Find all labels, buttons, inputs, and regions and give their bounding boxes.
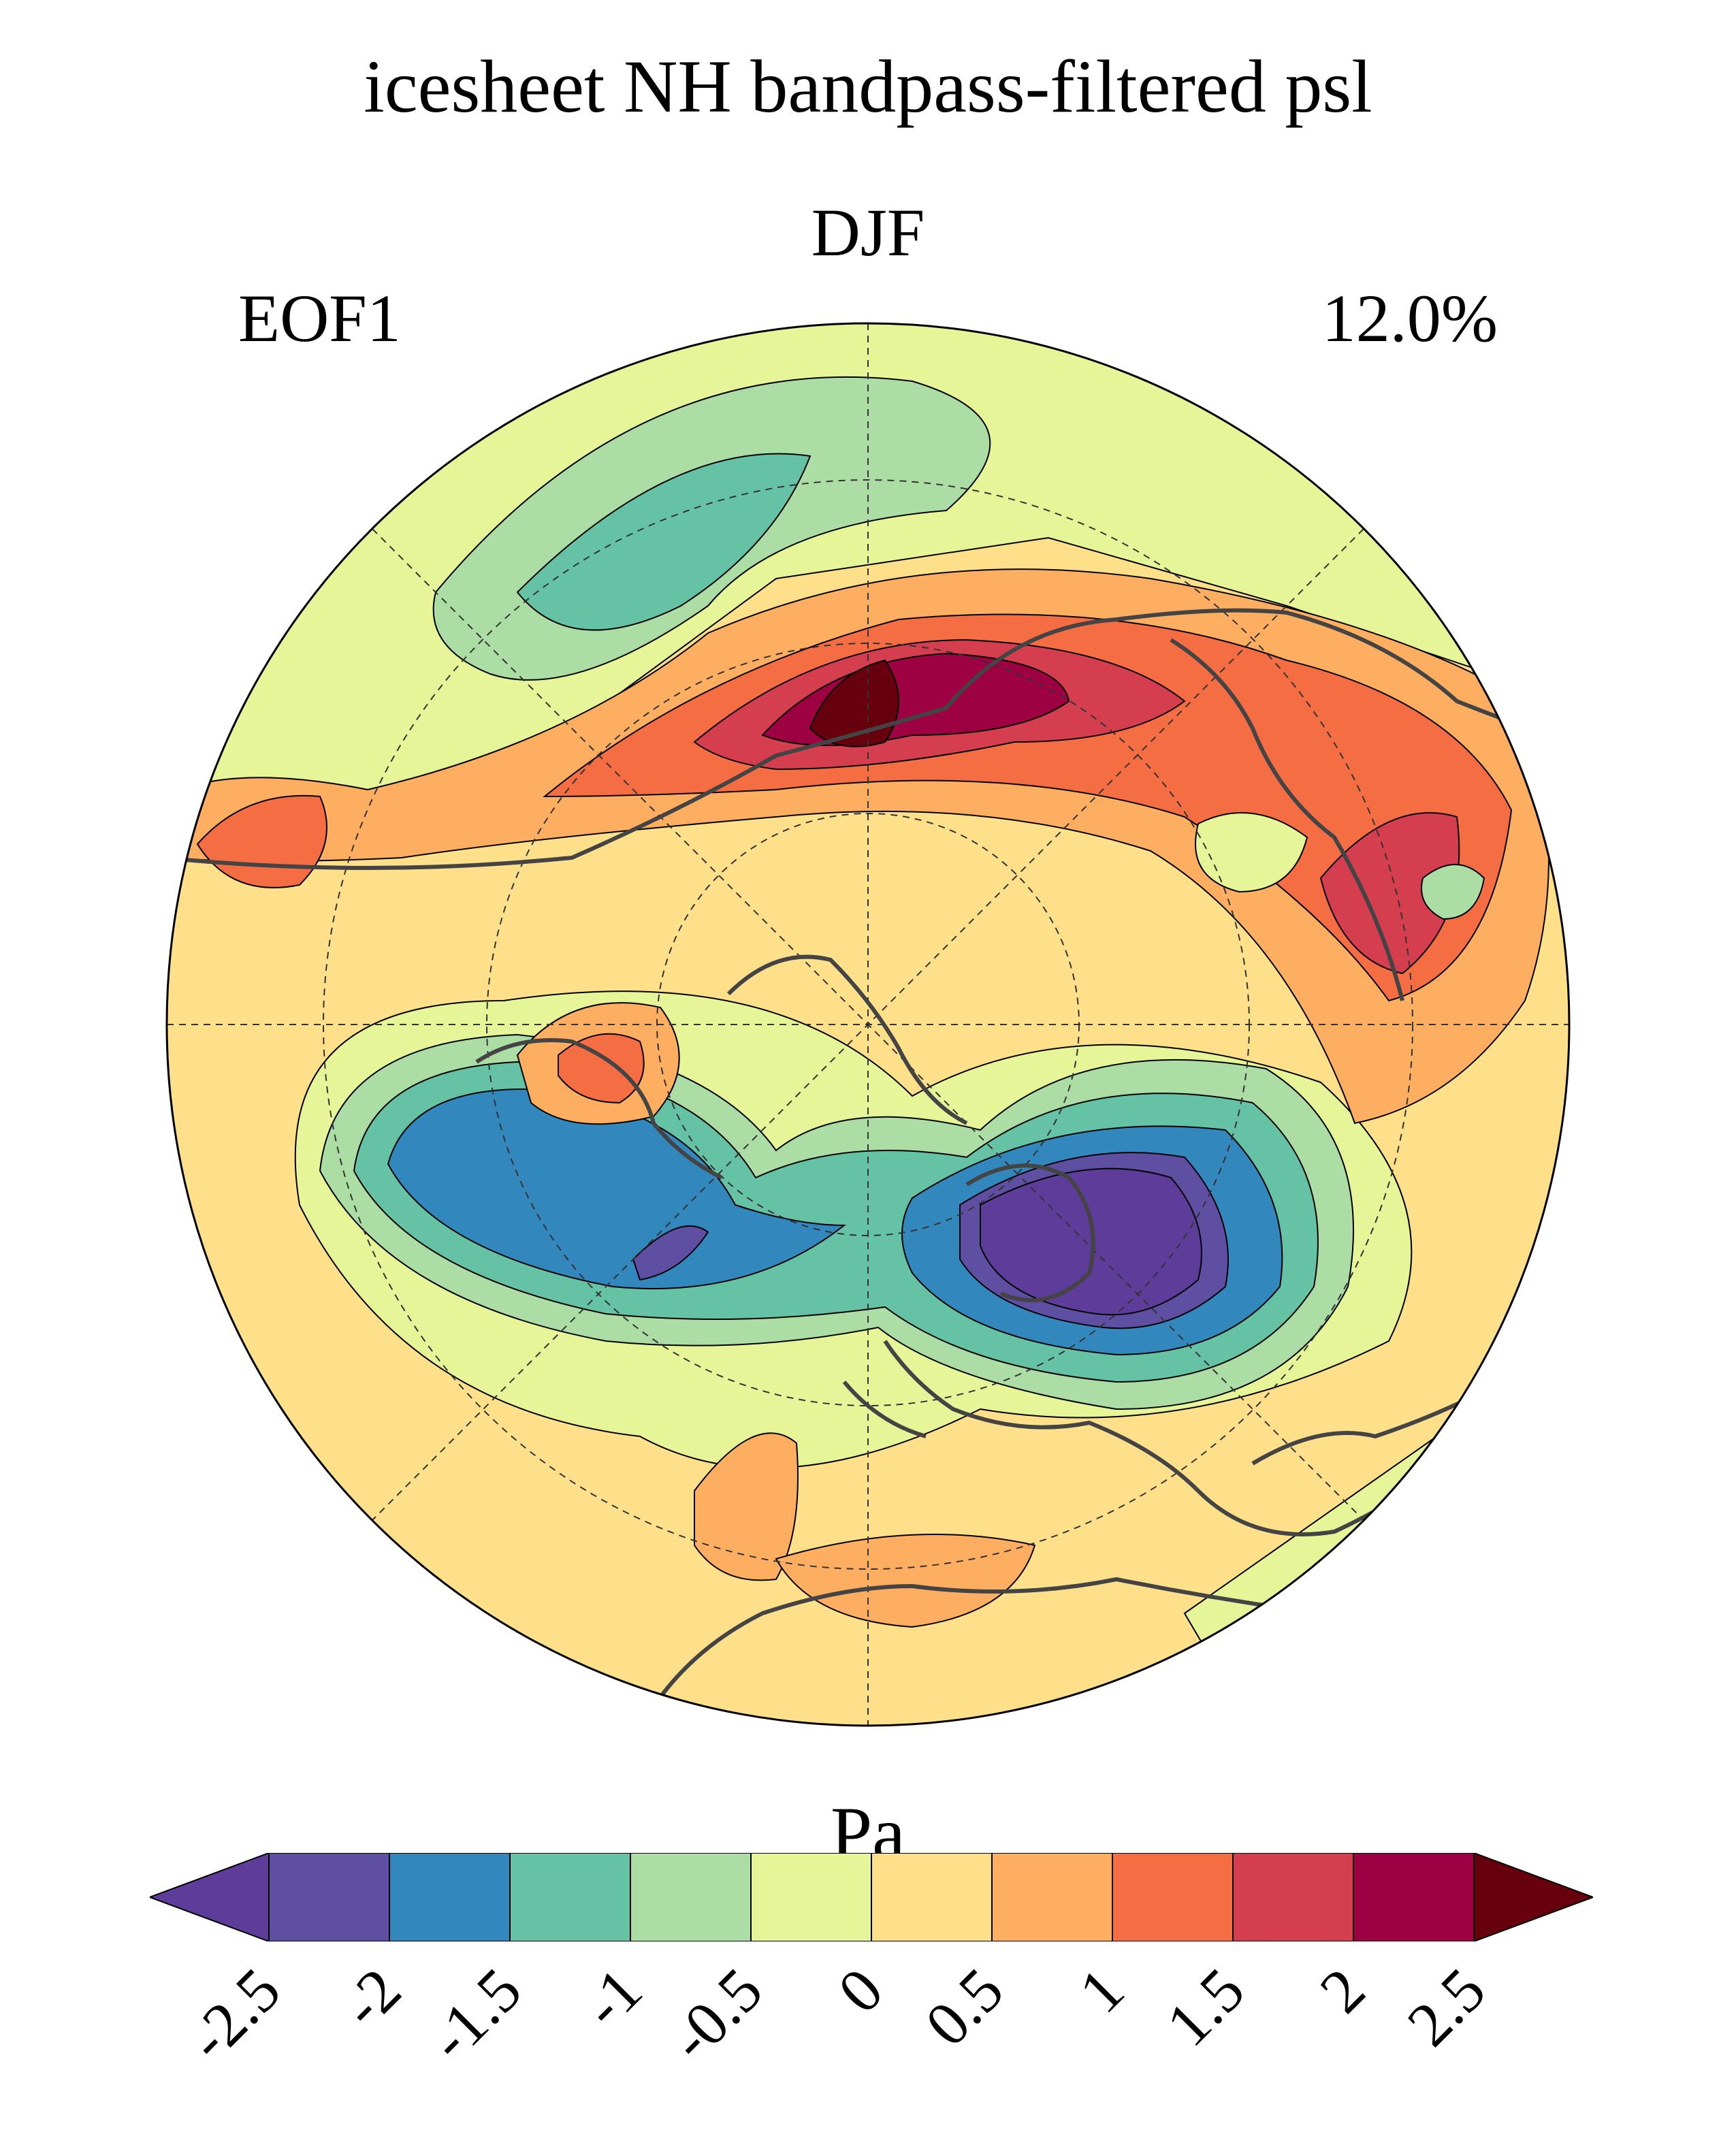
colorbar-bin [268,1853,390,1941]
colorbar-tick-label: 1.5 [1153,1954,1258,2059]
eof-label: EOF1 [238,280,401,356]
variance-explained: 12.0% [1321,280,1498,356]
colorbar-bin [509,1853,631,1941]
colorbar-bin [871,1853,993,1941]
map-boundary [165,322,1571,1727]
colorbar-tick-label: -0.5 [656,1954,776,2074]
colorbar-tick-label: 2.5 [1394,1954,1499,2059]
contour-region [558,1033,645,1104]
colorbar-tick-label: -2 [327,1954,415,2041]
contour-region [1421,864,1485,920]
contour-region [632,1225,709,1281]
contour-region [694,1432,799,1581]
contour-region [775,1534,1036,1628]
colorbar-bin [1353,1853,1475,1941]
colorbar-bin [389,1853,511,1941]
contour-region [809,659,899,747]
contour-region [516,453,811,631]
colorbar-extend-max [1473,1853,1593,1941]
colorbar-bin [1232,1853,1354,1941]
polar-map [165,322,1571,1727]
contour-region [387,1088,846,1290]
colorbar-tick-label: -1 [568,1954,656,2041]
contour-region [1195,812,1308,893]
colorbar [150,1853,1593,1941]
colorbar-tick-label: 0 [824,1954,897,2027]
colorbar-bin [630,1853,752,1941]
graticule [167,323,1569,1726]
contour-region [980,1167,1202,1316]
colorbar-bin [991,1853,1113,1941]
colorbar-bin [1112,1853,1234,1941]
figure-title: icesheet NH bandpass-filtered psl [364,45,1372,128]
contour-field [167,323,1569,1726]
colorbar-extend-min [150,1853,270,1941]
colorbar-bin [750,1853,872,1941]
season-label: DJF [811,195,925,270]
colorbar-tick-label: 2 [1306,1954,1379,2027]
colorbar-tick-label: 1 [1065,1954,1138,2027]
colorbar-tick-label: 0.5 [912,1954,1017,2059]
colorbar-tick-label: -2.5 [174,1954,294,2074]
colorbar-tick-label: -1.5 [415,1954,535,2074]
